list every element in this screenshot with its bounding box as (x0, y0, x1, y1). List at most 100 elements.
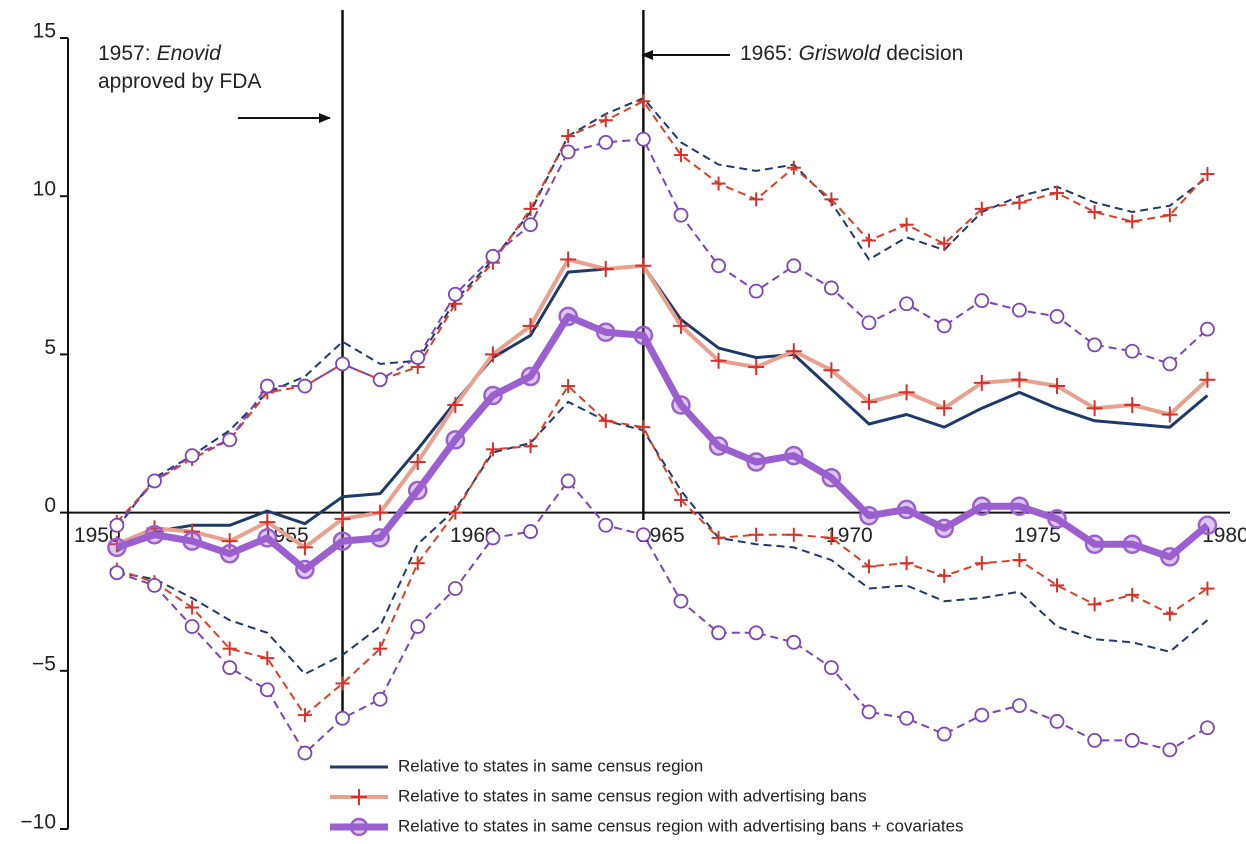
annotation-1957: 1957: Enovid (98, 42, 222, 65)
circle-marker (560, 144, 576, 160)
plus-marker (824, 530, 839, 545)
circle-marker (711, 258, 726, 274)
circle-marker (1124, 343, 1140, 359)
series-line (116, 264, 1209, 552)
circle-marker (635, 131, 651, 147)
circle-marker (1124, 733, 1140, 748)
plus-marker (1161, 406, 1178, 423)
plus-marker (523, 201, 538, 216)
plus-marker (636, 94, 651, 109)
circle-marker (558, 306, 578, 327)
circle-marker (182, 531, 202, 551)
circle-marker (219, 543, 240, 564)
circle-marker (370, 528, 390, 548)
ci-line (116, 400, 1209, 676)
circle-marker (598, 517, 614, 533)
plus-marker (823, 362, 840, 379)
circle-marker (859, 506, 879, 526)
plus-marker (786, 527, 801, 542)
circle-marker (1200, 720, 1215, 736)
circle-marker (410, 619, 426, 634)
circle-marker (673, 593, 689, 609)
plus-marker (973, 374, 990, 391)
plus-marker (335, 676, 350, 691)
circle-marker (1162, 356, 1178, 372)
circle-marker (483, 385, 503, 406)
circle-marker (560, 473, 576, 489)
circle-marker (1197, 515, 1218, 536)
circle-marker (222, 660, 238, 676)
circle-marker (107, 537, 127, 558)
circle-marker (445, 430, 466, 450)
circle-marker (523, 524, 538, 539)
plus-marker (710, 352, 727, 369)
legend-circle (349, 817, 369, 837)
circle-marker (1162, 742, 1178, 758)
plus-marker (334, 510, 351, 527)
circle-marker (410, 350, 426, 365)
circle-marker (144, 524, 165, 545)
plus-marker (1124, 397, 1141, 414)
plus-marker (523, 439, 538, 454)
plus-marker (1086, 400, 1103, 417)
series-line (116, 257, 1209, 550)
plus-marker (1125, 214, 1140, 229)
circle-marker (485, 530, 501, 546)
plus-marker (749, 192, 764, 207)
plus-marker (861, 559, 876, 574)
plus-marker (861, 233, 876, 248)
circle-marker (447, 286, 463, 302)
plus-marker (409, 453, 426, 470)
circle-marker (222, 432, 238, 448)
plus-marker (1199, 371, 1216, 388)
circle-marker (899, 710, 914, 726)
plus-marker (1050, 186, 1065, 201)
circle-marker (936, 318, 952, 334)
plus-marker (824, 192, 839, 207)
plus-marker (937, 236, 952, 251)
plus-marker (749, 527, 764, 542)
circle-marker (523, 217, 538, 233)
plus-marker (598, 413, 613, 428)
circle-marker (748, 283, 764, 299)
circle-marker (259, 682, 275, 698)
circle-marker (1084, 534, 1105, 554)
plus-marker (222, 641, 237, 656)
plus-marker (974, 201, 989, 216)
ci-line (116, 479, 1208, 755)
y-tick-label: −5 (32, 652, 56, 675)
circle-marker (974, 707, 990, 723)
x-tick-label: 1950 (74, 524, 121, 547)
legend-label: Relative to states in same census region (398, 756, 703, 775)
plus-marker (448, 505, 463, 520)
plus-marker (561, 129, 576, 144)
x-tick-label: 1965 (638, 524, 685, 547)
circle-marker (1200, 321, 1215, 337)
circle-marker (861, 704, 877, 720)
annotation-1957-line2: approved by FDA (98, 70, 261, 93)
plus-marker (485, 442, 500, 457)
circle-marker (447, 581, 463, 596)
circle-marker (184, 619, 200, 634)
plus-marker (373, 641, 388, 656)
plus-marker (899, 217, 914, 232)
circle-marker (671, 395, 691, 415)
x-tick-label: 1960 (450, 524, 497, 547)
legend-label: Relative to states in same census region… (398, 786, 867, 805)
ci-line (116, 100, 1209, 523)
circle-marker (633, 325, 654, 346)
circle-marker (109, 517, 125, 533)
plus-marker (1049, 378, 1066, 395)
plus-marker (1200, 167, 1215, 182)
circle-marker (972, 496, 992, 517)
circle-marker (711, 625, 726, 641)
plus-marker (673, 148, 688, 163)
plus-marker (598, 113, 613, 128)
plus-marker (1012, 553, 1027, 568)
plus-marker (1162, 208, 1177, 223)
y-tick-label: 15 (33, 20, 56, 43)
plus-marker (484, 346, 501, 363)
plus-marker (447, 397, 464, 414)
circle-marker (407, 480, 428, 501)
plus-marker (1125, 587, 1140, 602)
